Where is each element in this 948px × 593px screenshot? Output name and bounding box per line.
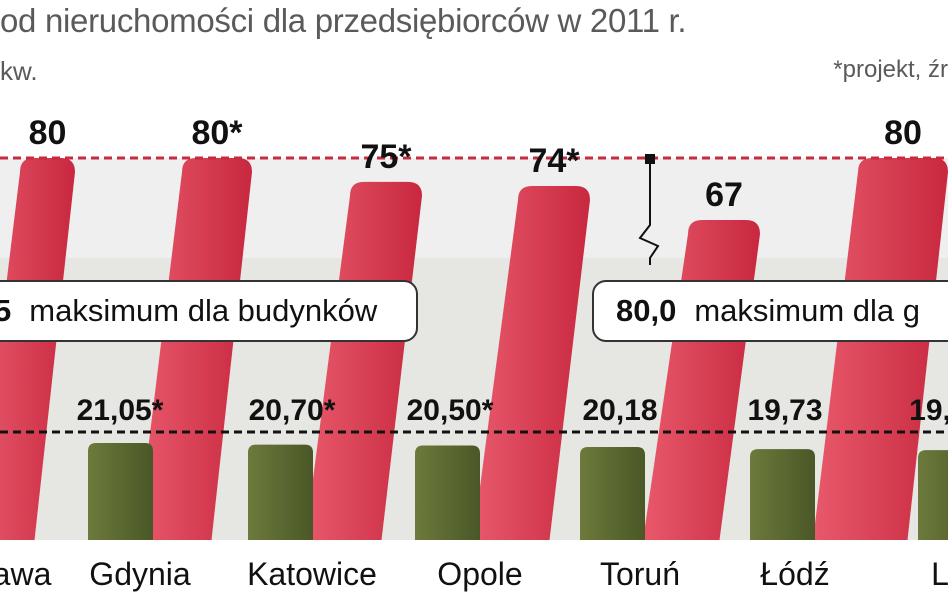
green-bar: [918, 450, 948, 540]
callout-buildings-label: maksimum dla budynków: [29, 293, 378, 328]
red-bar: [137, 158, 252, 540]
category-label: awa: [0, 556, 52, 592]
green-bar: [580, 447, 645, 540]
red-bar-label: 67: [705, 176, 743, 214]
footnote: *projekt, źr: [833, 56, 948, 83]
green-bar: [750, 449, 815, 540]
green-bar-label: 21,05*: [77, 394, 164, 427]
green-bars: [88, 443, 948, 540]
category-label: L: [931, 556, 948, 592]
green-bar-label: 19,73: [747, 394, 822, 427]
red-bar: [305, 181, 422, 540]
green-bar-label: 20,70*: [249, 394, 336, 427]
red-bar: [0, 158, 75, 540]
red-bar-label: 80: [29, 114, 67, 152]
data-labels: 80 80* 75* 74* 67 80 21,05* 20,70* 20,50* 20,18 19…: [29, 114, 948, 427]
category-label: Katowice: [247, 556, 377, 592]
callout-land-value: 80,0: [616, 293, 677, 328]
marker-square: [645, 154, 655, 164]
red-bars: [0, 158, 948, 540]
green-bar: [415, 445, 480, 540]
upper-band: [0, 158, 948, 258]
callout-land-label: maksimum dla g: [694, 293, 921, 328]
reference-lines: [0, 156, 948, 434]
category-label: Łódź: [760, 556, 829, 592]
category-label: Toruń: [600, 556, 680, 592]
green-bar-label: 20,18: [582, 394, 657, 427]
callout-land: 80,0 maksimum dla g: [592, 280, 948, 342]
category-label: Gdynia: [89, 556, 191, 592]
red-bar-label: 80*: [191, 114, 243, 152]
category-labels: awa Gdynia Katowice Opole Toruń Łódź L: [0, 556, 948, 592]
axis-break-line: [638, 164, 660, 265]
red-bar-label: 80: [884, 114, 922, 152]
green-bar-label: 19,: [909, 394, 948, 427]
chart-title: od nieruchomości dla przedsiębiorców w 2…: [0, 2, 687, 39]
red-bar-label: 75*: [360, 138, 412, 176]
red-bar-label: 74*: [528, 142, 580, 180]
green-bar: [88, 443, 153, 540]
category-label: Opole: [437, 556, 522, 592]
callout-buildings: 5 maksimum dla budynków: [0, 280, 418, 342]
red-bar: [473, 186, 590, 540]
red-bar: [813, 158, 948, 540]
green-bar: [248, 444, 313, 540]
unit-label: kw.: [0, 56, 38, 86]
green-bar-label: 20,50*: [407, 394, 494, 427]
callout-buildings-value: 5: [0, 293, 12, 328]
